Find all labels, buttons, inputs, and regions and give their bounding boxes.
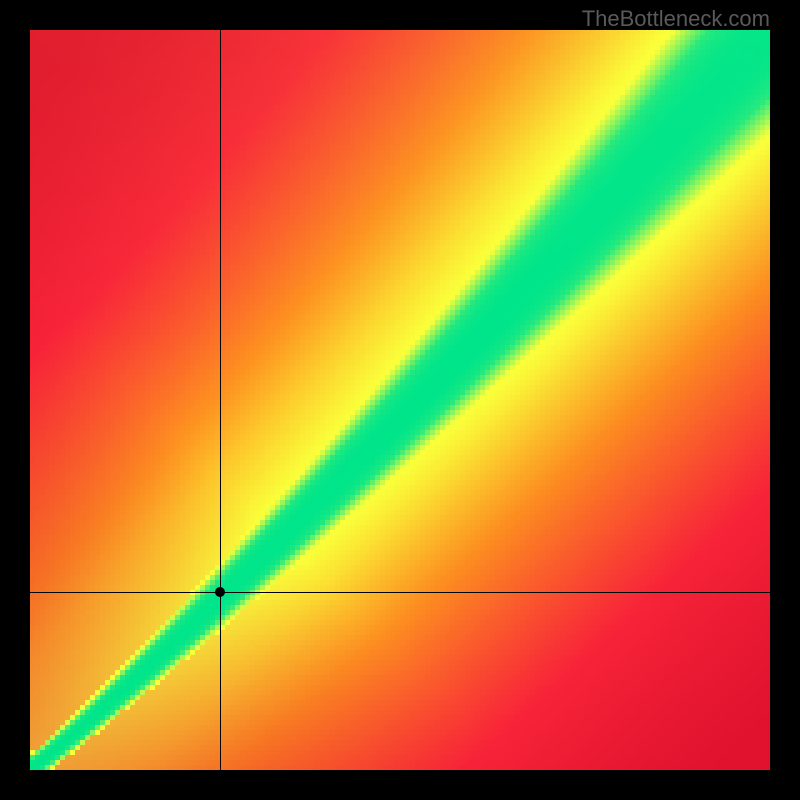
watermark-text: TheBottleneck.com <box>582 6 770 32</box>
data-point-marker <box>215 587 225 597</box>
heatmap-plot <box>30 30 770 770</box>
crosshair-horizontal <box>30 592 770 593</box>
crosshair-vertical <box>220 30 221 770</box>
heatmap-canvas <box>30 30 770 770</box>
